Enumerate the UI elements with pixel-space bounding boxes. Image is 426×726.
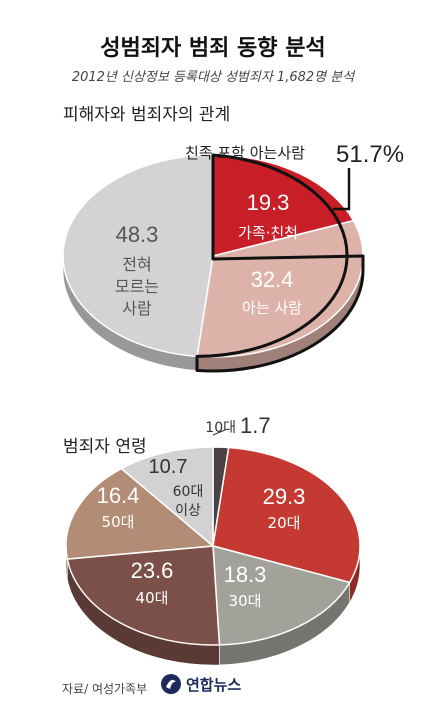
slice-value-2: 32.4 — [251, 267, 294, 292]
slice-value-1: 1.7 — [240, 413, 271, 438]
slice-value-6: 10.7 — [149, 456, 188, 478]
slice-2 — [196, 219, 364, 358]
yonhap-logo: 연합뉴스 — [160, 673, 241, 695]
slice-label-3: 모르는 — [115, 277, 159, 296]
pie-chart-1: 친족 포함 아는사람 51.7% 19.3 가족·친척 32.4 아는 사람 48.3 전혀모… — [62, 141, 404, 373]
slice-label-4: 40대 — [136, 589, 169, 607]
slice-label-1: 가족·친척 — [238, 224, 298, 242]
teen-leader-line — [212, 429, 226, 436]
slice-label-2: 20대 — [268, 514, 301, 532]
slice-2 — [212, 446, 361, 584]
slice-value-3: 18.3 — [224, 562, 267, 587]
chart2-title: 범죄자 연령 — [63, 437, 147, 457]
source-note: 자료/ 여성가족부 — [62, 680, 147, 697]
callout-line — [333, 168, 351, 211]
logo-text: 연합뉴스 — [186, 675, 242, 694]
callout-label: 친족 포함 아는사람 — [185, 144, 305, 162]
callout-value: 51.7% — [336, 141, 404, 168]
page-title: 성범죄자 범죄 동향 분석 — [100, 36, 326, 61]
slice-label-3: 전혀 — [122, 255, 151, 274]
page-subtitle: 2012년 신상정보 등록대상 성범죄자 1,682명 분석 — [71, 70, 355, 85]
yonhap-logo-icon — [161, 674, 181, 694]
slice-value-5: 16.4 — [97, 483, 140, 508]
slice-label-1: 10대 — [205, 420, 236, 436]
slice-5 — [65, 467, 215, 560]
chart1-title: 피해자와 범죄자의 관계 — [63, 105, 231, 125]
slice-value-2: 29.3 — [263, 484, 306, 509]
slice-label-5: 50대 — [102, 513, 135, 531]
slice-label-3: 사람 — [122, 299, 152, 318]
slice-value-4: 23.6 — [131, 558, 174, 583]
slice-label-3: 30대 — [229, 592, 262, 610]
source-text: 자료/ 여성가족부 — [62, 682, 148, 696]
slice-6 — [120, 446, 214, 548]
slice-value-1: 19.3 — [247, 190, 290, 215]
slice-label-6: 이상 — [175, 503, 201, 519]
highlight-outline — [195, 153, 365, 373]
slice-label-6: 60대 — [173, 484, 204, 500]
slice-3 — [62, 154, 214, 358]
slice-3 — [212, 545, 351, 646]
slice-value-3: 48.3 — [116, 222, 159, 247]
slice-4 — [66, 545, 221, 646]
slice-label-2: 아는 사람 — [242, 299, 302, 317]
